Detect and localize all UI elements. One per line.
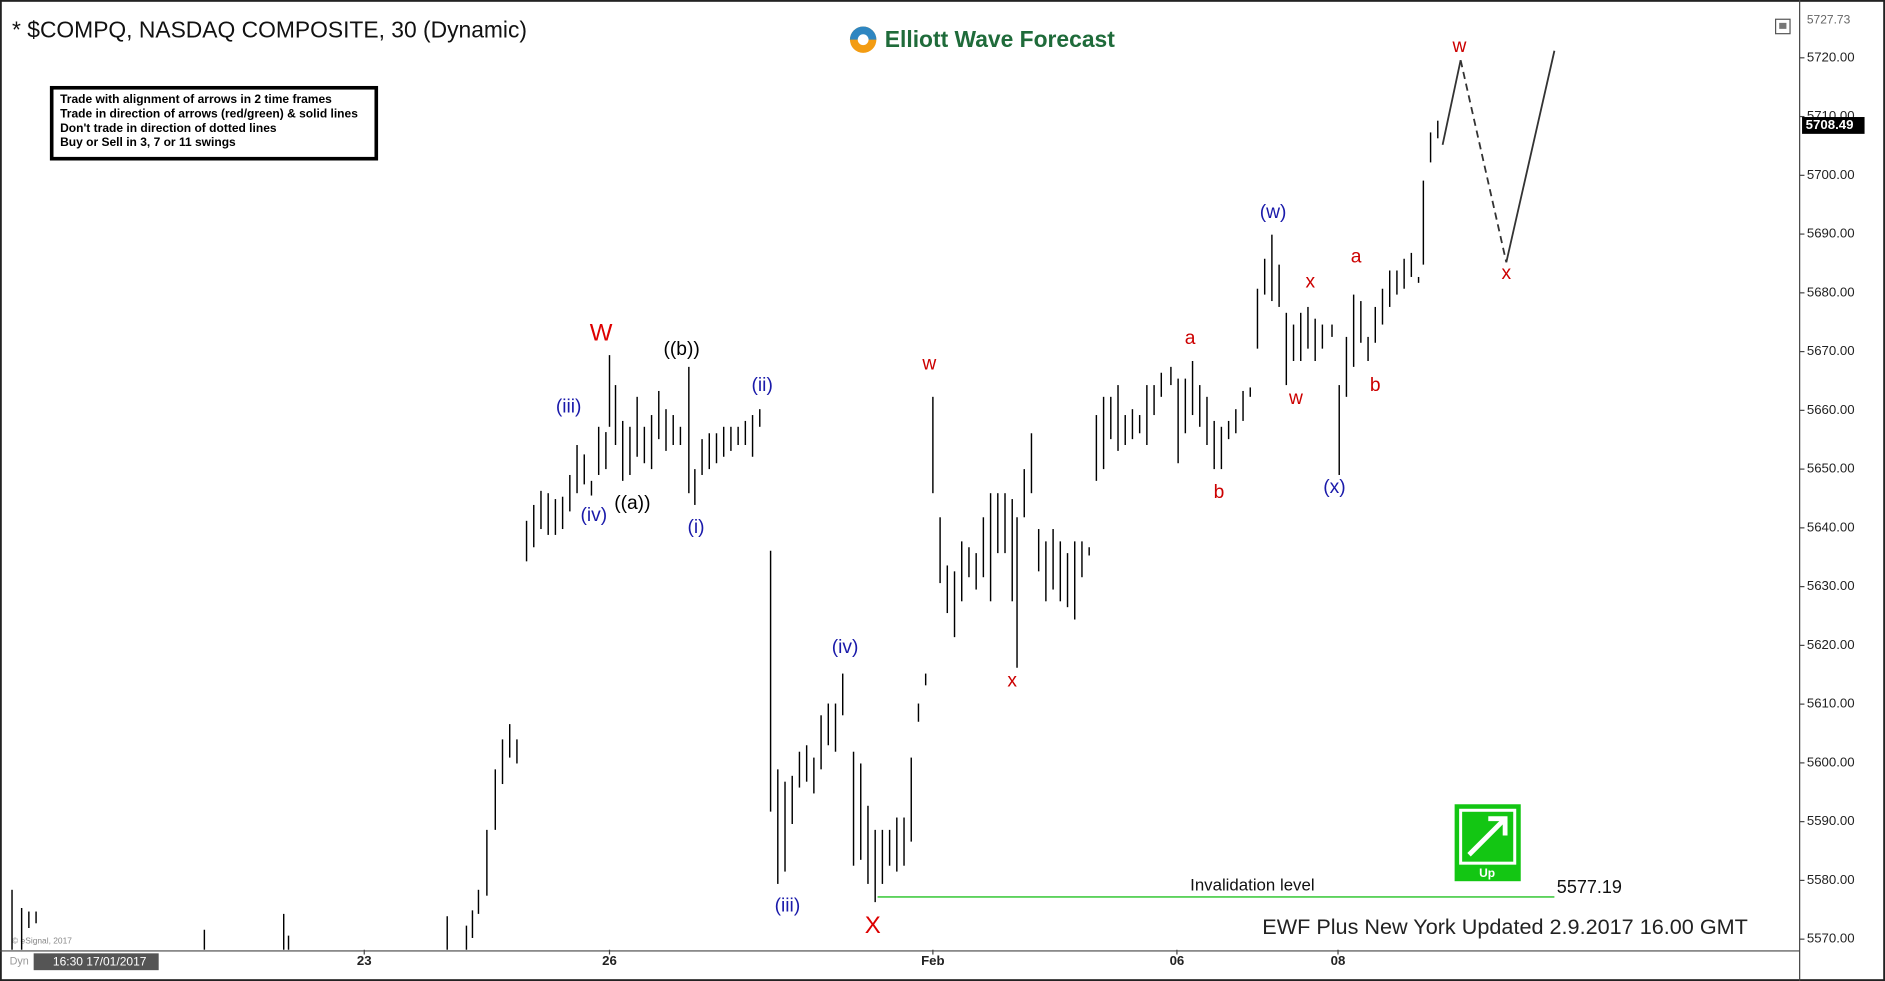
cursor-time: 16:30 17/01/2017 (53, 955, 147, 969)
invalidation-value: 5577.19 (1557, 877, 1622, 897)
wave-label: X (865, 912, 881, 939)
wave-label: w (1451, 36, 1466, 57)
logo-icon-part (849, 26, 877, 40)
logo-icon-core (857, 34, 869, 46)
projection-segment (1459, 59, 1508, 263)
rules-box (49, 85, 379, 161)
y-tick-label: 5570.00 (1807, 931, 1855, 946)
x-tick-label: 08 (1331, 953, 1346, 968)
chart-title: * $COMPQ, NASDAQ COMPOSITE, 30 (Dynamic) (12, 16, 527, 42)
logo-text: Elliott Wave Forecast (885, 26, 1115, 52)
y-tick-label: 5630.00 (1807, 578, 1855, 593)
mode-label: Dyn (10, 956, 29, 968)
y-tick-label: 5720.00 (1807, 49, 1855, 64)
last-price-box (1802, 117, 1865, 134)
wave-label: x (1502, 263, 1512, 284)
rule-text: Buy or Sell in 3, 7 or 11 swings (60, 135, 236, 149)
x-tick-label: 23 (357, 953, 372, 968)
rule-text: Trade with alignment of arrows in 2 time… (60, 92, 332, 106)
invalidation-label: Invalidation level (1190, 876, 1314, 895)
projection-segment (1505, 50, 1556, 263)
wave-label: (ii) (752, 375, 773, 396)
wave-label: (iv) (581, 505, 608, 526)
y-tick-label: 5700.00 (1807, 167, 1855, 182)
y-tick-label: 5660.00 (1807, 402, 1855, 417)
wave-label: ((b)) (663, 339, 699, 360)
y-tick-label: 5690.00 (1807, 226, 1855, 241)
wave-label: b (1370, 375, 1381, 396)
wave-label: b (1214, 482, 1225, 503)
y-tick-label: 5650.00 (1807, 461, 1855, 476)
x-tick-label: 26 (602, 953, 617, 968)
y-tick-label: 5590.00 (1807, 813, 1855, 828)
wave-label: (iii) (775, 896, 801, 917)
cursor-time-box (33, 953, 159, 971)
projection-segment (1441, 59, 1462, 145)
y-tick-label: 5680.00 (1807, 284, 1855, 299)
wave-label: x (1007, 671, 1017, 692)
wave-label: a (1185, 328, 1196, 349)
update-note: EWF Plus New York Updated 2.9.2017 16.00… (1262, 914, 1748, 939)
signal-badge: Up (1454, 804, 1521, 882)
x-tick-label: 06 (1170, 953, 1185, 968)
wave-label: (iii) (556, 397, 582, 418)
wave-label: x (1306, 272, 1316, 293)
signal-label: Up (1479, 866, 1495, 880)
wave-label: w (1288, 388, 1303, 409)
signal-box (1454, 804, 1521, 882)
wave-label: (iv) (832, 637, 859, 658)
rule-text: Trade in direction of arrows (red/green)… (60, 106, 358, 120)
signal-arrow (1467, 816, 1508, 857)
wave-label: (w) (1260, 202, 1287, 223)
logo: Elliott Wave Forecast (849, 26, 1115, 53)
wave-label: w (921, 353, 936, 374)
wave-label: a (1351, 246, 1362, 267)
y-tick-label: 5670.00 (1807, 343, 1855, 358)
y-tick-label: 5640.00 (1807, 519, 1855, 534)
last-price-label: 5708.49 (1806, 117, 1854, 132)
wave-label: (x) (1323, 477, 1345, 498)
y-tick-label: 5600.00 (1807, 754, 1855, 769)
wave-label: W (590, 320, 613, 347)
wave-label: (i) (688, 517, 705, 538)
y-tick-label: 5620.00 (1807, 637, 1855, 652)
copyright: © eSignal, 2017 (12, 936, 72, 946)
rule-text: Don't trade in direction of dotted lines (60, 121, 277, 135)
window-icon-inner (1779, 22, 1787, 29)
y-tick-label: 5610.00 (1807, 696, 1855, 711)
wave-label: ((a)) (614, 493, 650, 514)
x-tick-label: Feb (921, 953, 945, 968)
axis-top-value: 5727.73 (1807, 13, 1851, 27)
y-tick-label: 5580.00 (1807, 872, 1855, 887)
signal-frame (1459, 808, 1517, 865)
